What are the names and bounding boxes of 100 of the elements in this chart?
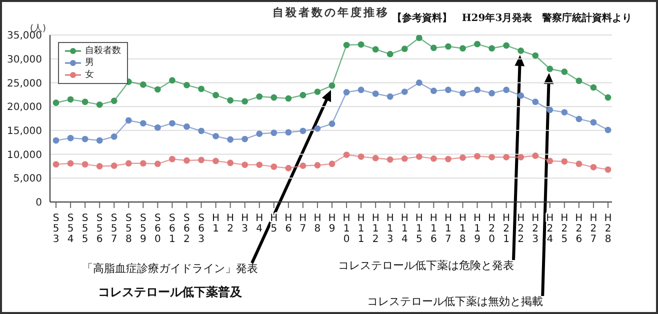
x-tick-label: H2 [226,213,234,234]
point [242,98,248,105]
chart-title: 自殺者数の年度推移 [272,6,390,19]
x-tick-label: H12 [372,213,380,245]
x-tick-label: H10 [342,213,350,245]
point [372,90,379,97]
x-tick-label: H13 [386,213,394,245]
point [401,46,408,52]
point [401,155,408,162]
x-tick-label: S53 [52,213,60,245]
x-tick-label: H6 [284,213,292,234]
point [212,92,219,98]
point [270,94,278,101]
point [270,130,278,136]
point [285,164,292,172]
point [386,50,394,58]
text: コレステロール低下薬は危険と発表 [337,258,515,273]
point [184,157,190,164]
point [488,90,495,96]
x-tick-label: H26 [575,213,583,245]
point [460,45,466,52]
point [227,97,234,104]
point [82,98,88,105]
x-tick-label: H8 [314,213,322,234]
point [328,160,336,168]
point [445,43,452,50]
x-tick-label: S63 [198,213,204,245]
point [140,120,146,126]
point [343,89,350,96]
y-tick-label: 15,000 [7,126,42,137]
x-tick-label: H17 [444,213,452,245]
point [285,129,292,136]
point [242,162,248,168]
point [110,98,118,104]
point [532,98,539,105]
point [576,160,582,168]
point [314,162,321,168]
x-tick-label: H22 [517,213,525,245]
text: 【参考資料】 H29年3月発表 警察庁統計資料より [392,13,632,24]
point [372,46,379,53]
point [256,130,263,137]
point [300,92,306,98]
x-tick-label: H18 [458,213,466,245]
x-tick-label: H14 [400,213,408,245]
x-tick-label: H4 [256,213,264,234]
x-tick-label: H15 [415,213,423,245]
point [198,86,204,92]
point [343,152,350,158]
point [386,93,394,100]
point [604,166,612,173]
y-tick-label: 10,000 [7,150,42,161]
point [184,82,190,88]
x-tick-label: H11 [357,213,365,245]
point [227,160,234,166]
point [314,125,321,132]
text: コレステロール低下薬普及 [97,284,243,301]
point [300,162,306,169]
point [386,156,394,163]
point [96,137,103,144]
point [518,92,524,99]
point [474,86,480,94]
x-tick-label: H25 [560,213,568,245]
point [125,160,132,167]
point [140,81,146,88]
point [67,134,74,142]
point [358,86,364,94]
point [590,164,597,170]
point [488,154,495,160]
text: コレステロール低下薬は無効と掲載 [366,294,544,309]
point [561,68,568,75]
point [256,93,263,100]
point [285,95,292,102]
point [96,101,103,108]
legend-label: 男 [85,57,94,69]
x-tick-label: S56 [96,213,103,245]
point [445,86,452,94]
point [169,156,176,162]
point [82,161,88,168]
x-tick-label: H1 [212,213,220,234]
x-tick-label: S62 [184,213,190,245]
point [503,86,510,94]
point [270,163,278,170]
x-tick-label: S55 [82,213,88,245]
point [198,156,204,164]
text: 「高脂血症診療ガイドライン」発表 [81,261,259,276]
point [256,162,263,168]
x-tick-label: H27 [590,213,598,245]
point [125,117,132,124]
point [140,160,146,167]
point [82,136,88,142]
x-tick-label: S58 [125,213,132,245]
point [503,154,510,160]
point [604,94,612,101]
legend-label: 自殺者数 [85,45,121,57]
point [358,41,364,48]
point [358,153,364,160]
point [154,124,161,131]
x-tick-label: S60 [154,213,161,245]
x-tick-label: H16 [430,213,438,245]
x-tick-label: S59 [140,213,146,245]
